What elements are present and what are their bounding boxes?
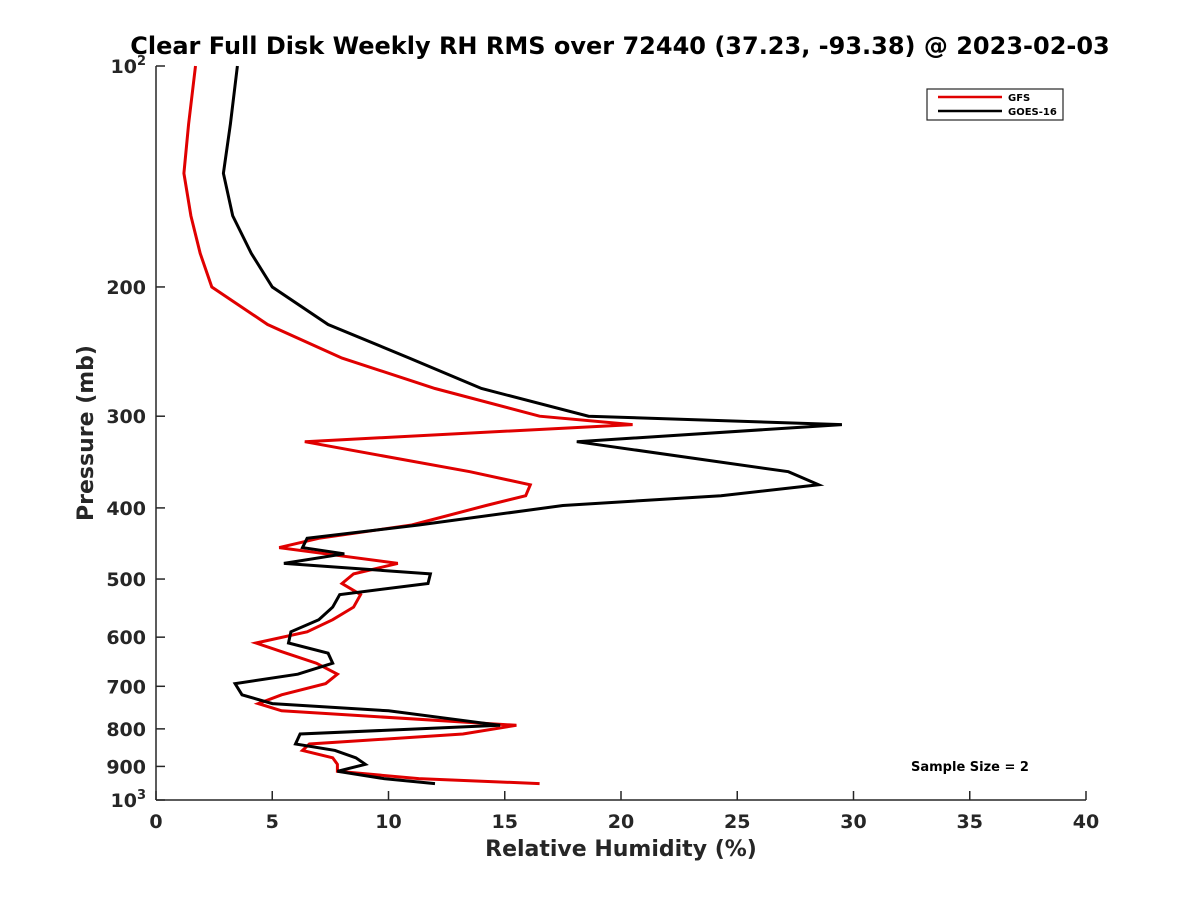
x-tick-label: 25	[724, 811, 750, 833]
y-tick-label: 400	[106, 498, 146, 520]
x-axis-label: Relative Humidity (%)	[485, 837, 757, 862]
sample-size-note: Sample Size = 2	[911, 760, 1029, 775]
x-tick-label: 10	[375, 811, 401, 833]
x-tick-label: 35	[957, 811, 983, 833]
x-tick-label: 30	[840, 811, 866, 833]
chart-title: Clear Full Disk Weekly RH RMS over 72440…	[130, 32, 1110, 60]
y-tick-label: 800	[106, 719, 146, 741]
y-tick-label: 102	[111, 54, 147, 78]
x-ticks: 0 5 10 15 20 25 30 35 40	[149, 791, 1099, 833]
x-tick-label: 0	[149, 811, 162, 833]
y-ticks: 102 200 300 400 500 600 700 800 900 103	[106, 54, 165, 812]
x-tick-label: 15	[492, 811, 518, 833]
y-tick-label: 500	[106, 569, 146, 591]
series-line-goes16	[221, 65, 842, 786]
y-tick-label: 700	[106, 676, 146, 698]
y-axis-label: Pressure (mb)	[74, 345, 99, 521]
legend-label-goes16: GOES-16	[1008, 107, 1057, 118]
y-tick-label: 103	[111, 788, 147, 812]
legend-label-gfs: GFS	[1008, 93, 1030, 104]
y-tick-label: 600	[106, 627, 146, 649]
y-tick-label: 900	[106, 756, 146, 778]
series-line-gfs	[182, 65, 633, 786]
y-tick-label: 200	[106, 277, 146, 299]
legend: GFS GOES-16	[926, 88, 1064, 121]
x-tick-label: 20	[608, 811, 634, 833]
x-tick-label: 40	[1073, 811, 1099, 833]
series-layer	[182, 65, 842, 786]
legend-box	[926, 88, 1064, 121]
y-tick-label: 300	[106, 406, 146, 428]
x-tick-label: 5	[266, 811, 279, 833]
